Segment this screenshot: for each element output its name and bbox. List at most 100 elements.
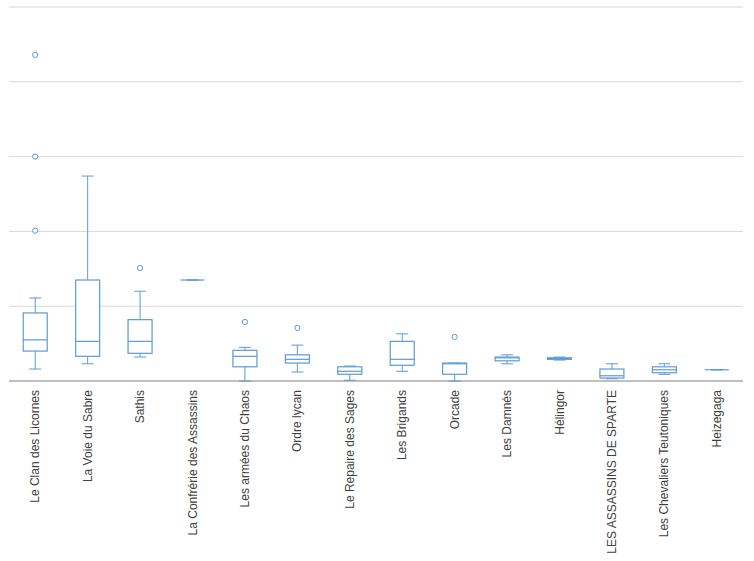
whisker-cap-high (606, 363, 618, 364)
box (495, 357, 519, 361)
median (390, 359, 414, 360)
box-plot (338, 366, 362, 380)
box-plot (443, 334, 467, 381)
median (652, 369, 676, 370)
grid (9, 7, 743, 381)
outlier (137, 265, 142, 270)
whisker-cap-low (396, 371, 408, 372)
outlier (33, 154, 38, 159)
category-label: Ordre lycan (290, 390, 304, 452)
category-label: Le Clan des Licornes (28, 390, 42, 503)
box (233, 350, 257, 366)
whisker-low (244, 367, 245, 381)
category-label: La Voie du Sabre (81, 390, 95, 482)
box-plot (23, 52, 47, 369)
box (652, 367, 676, 373)
median (285, 359, 309, 360)
category-label: Les Chevaliers Teutoniques (657, 390, 671, 537)
box-plot (128, 265, 152, 357)
median (443, 363, 467, 364)
box-plot (233, 319, 257, 381)
median (233, 356, 257, 357)
whisker-cap-low (29, 369, 41, 370)
whisker-low (402, 365, 403, 371)
category-label: LES ASSASSINS DE SPARTE (605, 390, 619, 554)
grid-line (9, 306, 743, 307)
whisker-high (140, 291, 141, 319)
grid-line (9, 156, 743, 157)
box-plot (548, 357, 572, 360)
boxes (23, 52, 729, 381)
whisker-cap-low (501, 363, 513, 364)
whisker-cap-high (134, 291, 146, 292)
median (181, 279, 205, 280)
category-label: Heizegaga (710, 390, 724, 448)
whisker-cap-high (239, 347, 251, 348)
box-plot (181, 280, 205, 281)
whisker-cap-low (344, 380, 356, 381)
whisker-high (297, 345, 298, 355)
box (181, 279, 205, 280)
category-label: Orcade (448, 390, 462, 430)
median (128, 341, 152, 342)
category-label: Sathis (133, 390, 147, 423)
whisker-cap-high (82, 176, 94, 177)
box (76, 280, 100, 356)
whisker-low (349, 374, 350, 380)
axis-line (9, 380, 743, 382)
category-label: Les Brigands (395, 390, 409, 460)
box-plot (390, 334, 414, 371)
box (23, 313, 47, 351)
whisker-cap-high (501, 354, 513, 355)
whisker-low (35, 351, 36, 369)
category-label: La Confrérie des Assassins (186, 390, 200, 535)
outlier (295, 325, 300, 330)
whisker-cap-high (29, 297, 41, 298)
whisker-low (297, 363, 298, 372)
whisker-high (35, 298, 36, 313)
category-label: Le Repaire des Sages (343, 390, 357, 509)
grid-line (9, 7, 743, 8)
box-plot (76, 176, 100, 364)
box (285, 355, 309, 363)
whisker-low (454, 374, 455, 381)
whisker-cap-low (239, 381, 251, 382)
box (443, 363, 467, 374)
whisker-cap-high (291, 345, 303, 346)
whisker-high (611, 364, 612, 369)
chart: Le Clan des Licornes La Voie du Sabre Sath… (0, 0, 754, 561)
median (705, 369, 729, 370)
median (495, 357, 519, 358)
whisker-cap-low (134, 357, 146, 358)
median (600, 375, 624, 376)
outlier (452, 334, 457, 339)
box (548, 358, 572, 359)
whisker-cap-low (658, 374, 670, 375)
whisker-low (87, 356, 88, 363)
category-label: Hélingor (553, 390, 567, 435)
whisker-cap-high (396, 333, 408, 334)
box (338, 367, 362, 374)
category-label: Les Damnés (500, 390, 514, 457)
outlier (242, 319, 247, 324)
box-plot (600, 364, 624, 379)
median (548, 358, 572, 359)
grid-line (9, 81, 743, 82)
median (23, 339, 47, 340)
whisker-cap-low (449, 381, 461, 382)
whisker-cap-low (82, 363, 94, 364)
outlier (33, 228, 38, 233)
box-plot (495, 355, 519, 364)
box-plot (285, 325, 309, 372)
box (705, 369, 729, 370)
whisker-cap-low (291, 372, 303, 373)
box (128, 320, 152, 354)
x-axis-labels: Le Clan des Licornes La Voie du Sabre Sath… (28, 390, 724, 554)
median (338, 371, 362, 372)
grid-line (9, 231, 743, 232)
whisker-high (87, 176, 88, 280)
category-label: Les armées du Chaos (238, 390, 252, 507)
whisker-high (402, 334, 403, 341)
median (76, 341, 100, 342)
box-plot (652, 364, 676, 374)
